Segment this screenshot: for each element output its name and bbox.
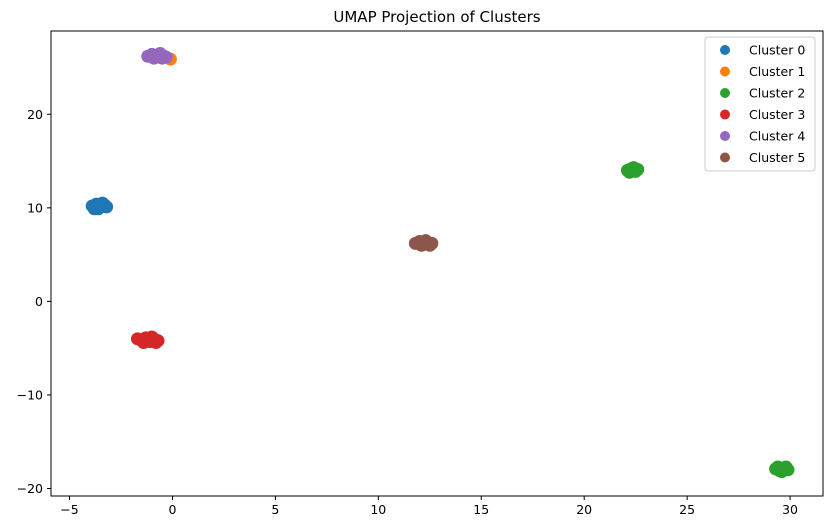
legend-label: Cluster 2: [749, 86, 805, 101]
x-tick-label: 5: [271, 502, 279, 517]
x-tick-label: 0: [168, 502, 176, 517]
y-tick-label: −10: [17, 387, 43, 402]
scatter-point: [423, 238, 437, 252]
legend-label: Cluster 3: [749, 107, 805, 122]
y-tick-label: 10: [27, 200, 43, 215]
legend-marker: [720, 109, 730, 120]
legend-box: [704, 36, 816, 172]
scatter-point: [149, 336, 163, 350]
chart-title: UMAP Projection of Clusters: [333, 8, 540, 26]
x-tick-label: 30: [782, 502, 798, 517]
legend-marker: [720, 131, 730, 141]
y-tick-label: 20: [27, 107, 43, 122]
plot-area-frame: [50, 30, 824, 497]
legend-label: Cluster 4: [749, 129, 805, 144]
scatter-point: [159, 50, 173, 64]
y-tick-label: −20: [17, 481, 43, 496]
legend-label: Cluster 5: [749, 150, 805, 165]
x-tick-label: 20: [576, 502, 592, 517]
scatter-point: [95, 196, 109, 210]
axes: −5 0 5 10 15 20 25 30 −20 −10 0 10 20: [17, 107, 798, 517]
scatter-point: [631, 162, 645, 176]
data-points: [85, 46, 795, 479]
legend-marker: [720, 88, 730, 98]
y-tick-label: 0: [35, 294, 43, 309]
legend-marker: [720, 66, 730, 77]
legend-label: Cluster 1: [749, 64, 805, 79]
x-tick-label: 15: [473, 502, 489, 517]
legend-marker: [720, 45, 730, 55]
x-tick-label: 25: [679, 502, 695, 517]
x-tick-label: −5: [60, 502, 78, 517]
legend: Cluster 0 Cluster 1 Cluster 2 Cluster 3 Clus…: [704, 36, 816, 172]
scatter-point: [779, 460, 793, 474]
legend-label: Cluster 0: [749, 43, 805, 58]
legend-marker: [720, 152, 730, 163]
x-tick-label: 10: [370, 502, 386, 517]
